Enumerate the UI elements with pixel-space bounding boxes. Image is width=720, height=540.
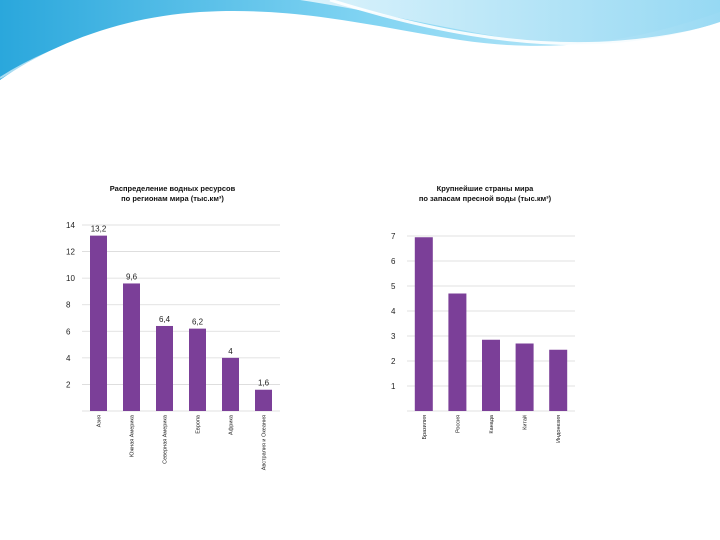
bar-value-label: 6,4	[159, 315, 171, 324]
y-tick-label: 6	[66, 327, 71, 336]
chart-title: Распределение водных ресурсов по региона…	[55, 184, 290, 204]
y-tick-label: 3	[391, 332, 396, 341]
bar	[549, 349, 568, 411]
y-tick-label: 8	[66, 301, 71, 310]
y-tick-label: 7	[391, 232, 396, 241]
category-label: Северная Америка	[163, 414, 169, 464]
y-tick-label: 12	[66, 248, 75, 257]
y-tick-label: 6	[391, 257, 396, 266]
chart-title-line-2: по запасам пресной воды (тыс.км³)	[418, 194, 552, 203]
y-tick-label: 14	[66, 221, 75, 230]
category-label: Азия	[97, 415, 103, 427]
y-tick-label: 4	[66, 354, 71, 363]
bar	[90, 235, 107, 411]
category-label: Австралия и Океания	[262, 415, 268, 470]
bar	[123, 283, 140, 411]
bar	[189, 328, 206, 411]
regions-chart: Распределение водных ресурсов по региона…	[55, 180, 290, 490]
bar-value-label: 1,6	[258, 379, 270, 388]
category-label: Африка	[229, 414, 235, 435]
y-tick-label: 2	[66, 380, 71, 389]
chart-title: Крупнейшие страны мира по запасам пресно…	[385, 184, 585, 204]
y-tick-label: 1	[391, 382, 396, 391]
bar	[482, 339, 500, 411]
y-tick-label: 2	[391, 357, 396, 366]
bar	[222, 357, 239, 411]
countries-chart-plot: 1 2 3 4 5 6 7 Бразилия Россия Канада Китай Индонези…	[391, 232, 575, 443]
bar	[448, 293, 467, 411]
bar	[414, 237, 433, 411]
category-label: Европа	[196, 414, 202, 434]
category-label: Южная Америка	[130, 414, 136, 457]
chart-title-line-1: Распределение водных ресурсов	[109, 184, 236, 193]
bar	[515, 343, 534, 411]
y-tick-label: 10	[66, 274, 75, 283]
chart-title-line-1: Крупнейшие страны мира	[436, 184, 534, 193]
bar	[156, 325, 173, 411]
bar-value-label: 9,6	[126, 272, 138, 281]
bar	[255, 389, 272, 411]
y-tick-label: 5	[391, 282, 396, 291]
category-label: Канада	[489, 414, 495, 434]
header-wave-decoration	[0, 0, 720, 80]
chart-title-line-2: по регионам мира (тыс.км³)	[121, 194, 224, 203]
category-label: Россия	[455, 415, 461, 433]
regions-chart-plot: 2 4 6 8 10 12 14 13,2 Азия 9,6 Южная Америка 6,4 Сев…	[66, 221, 280, 470]
category-label: Индонезия	[556, 415, 562, 443]
bar-value-label: 13,2	[91, 225, 107, 234]
countries-chart: Крупнейшие страны мира по запасам пресно…	[385, 180, 585, 490]
category-label: Бразилия	[422, 415, 428, 440]
y-tick-label: 4	[391, 307, 396, 316]
bar-value-label: 6,2	[192, 318, 204, 327]
category-label: Китай	[522, 415, 529, 430]
bar-value-label: 4	[228, 347, 233, 356]
